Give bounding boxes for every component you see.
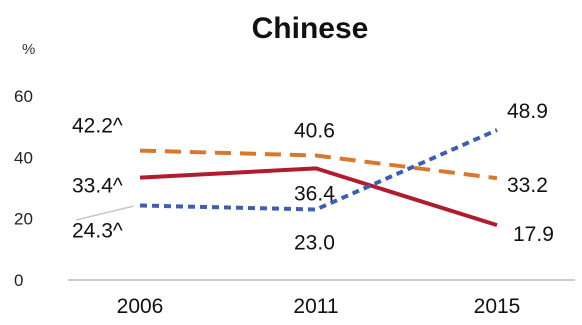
data-label: 24.3^: [72, 219, 123, 242]
series-line-0: [139, 148, 498, 181]
y-tick-label: 40: [14, 148, 33, 167]
x-tick-label: 2015: [474, 295, 521, 318]
y-tick-label: 20: [14, 210, 33, 229]
y-tick-labels: 0 20 40 60: [14, 87, 33, 290]
series-line-1: [139, 166, 498, 228]
y-tick-label: 60: [14, 87, 33, 106]
data-labels: 42.2^ 40.6 33.2 33.4^ 36.4 17.9 24.3^ 23.0 48.9: [72, 100, 554, 254]
data-label: 33.4^: [72, 175, 123, 198]
leader-line: [75, 205, 135, 221]
x-tick-labels: 2006 2011 2015: [117, 295, 521, 318]
x-tick-label: 2006: [117, 295, 164, 318]
series-lines: [139, 128, 498, 228]
data-label: 17.9: [513, 223, 554, 246]
data-label: 23.0: [294, 231, 335, 254]
x-tick-label: 2011: [293, 295, 338, 318]
data-label: 33.2: [507, 174, 548, 197]
data-label: 40.6: [294, 119, 335, 142]
data-label: 48.9: [507, 100, 548, 123]
data-label: 36.4: [294, 182, 335, 205]
y-tick-label: 0: [14, 271, 23, 290]
y-axis-unit: %: [22, 41, 35, 58]
data-label: 42.2^: [72, 115, 123, 138]
chart-title: Chinese: [252, 12, 369, 45]
